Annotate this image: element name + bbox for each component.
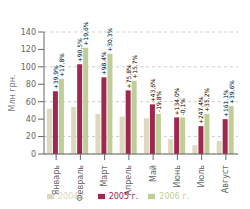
svg-text:100: 100 [21,63,36,72]
svg-text:+90,5%: +90,5% [76,38,84,63]
svg-text:80: 80 [26,80,36,89]
svg-text:+43,6%: +43,6% [148,78,156,103]
svg-text:Июль: Июль [197,165,206,188]
svg-text:+247,4%: +247,4% [197,96,205,125]
svg-text:+161,1%: +161,1% [221,89,229,118]
svg-text:+19,6%: +19,6% [82,21,89,45]
svg-text:20: 20 [26,132,36,141]
html-text:2006 г.: 2006 г. [159,192,189,201]
svg-text:+39,6%: +39,6% [228,80,235,104]
svg-text:120: 120 [21,45,36,54]
svg-text:40: 40 [26,115,36,124]
svg-text:+35,2%: +35,2% [203,88,210,112]
svg-text:+98,4%: +98,4% [100,51,107,75]
svg-text:Февраль: Февраль [76,165,85,201]
svg-text:+75,8%: +75,8% [124,64,132,89]
svg-text:+134,0%: +134,0% [173,87,181,116]
html-text:2004 г.: 2004 г. [58,192,88,201]
html-text:2005 г.: 2005 г. [108,192,139,201]
svg-text:Июнь: Июнь [173,165,182,188]
svg-text:140: 140 [21,28,36,37]
svg-text:+30,3%: +30,3% [106,27,113,51]
svg-text:0: 0 [31,150,36,159]
svg-text:Май: Май [149,165,158,182]
svg-text:Январь: Январь [52,165,61,195]
svg-text:+39,9%: +39,9% [51,65,59,90]
svg-text:+15,7%: +15,7% [131,54,138,78]
svg-text:-19,8%: -19,8% [155,90,162,112]
svg-text:Апрель: Апрель [124,165,133,196]
svg-text:60: 60 [26,98,36,107]
svg-text:Август: Август [221,165,230,194]
svg-text:+17,8%: +17,8% [58,53,65,77]
svg-text:-0,1%: -0,1% [179,98,186,116]
svg-text:Март: Март [100,165,109,187]
svg-text:Млн грн.: Млн грн. [8,75,17,112]
